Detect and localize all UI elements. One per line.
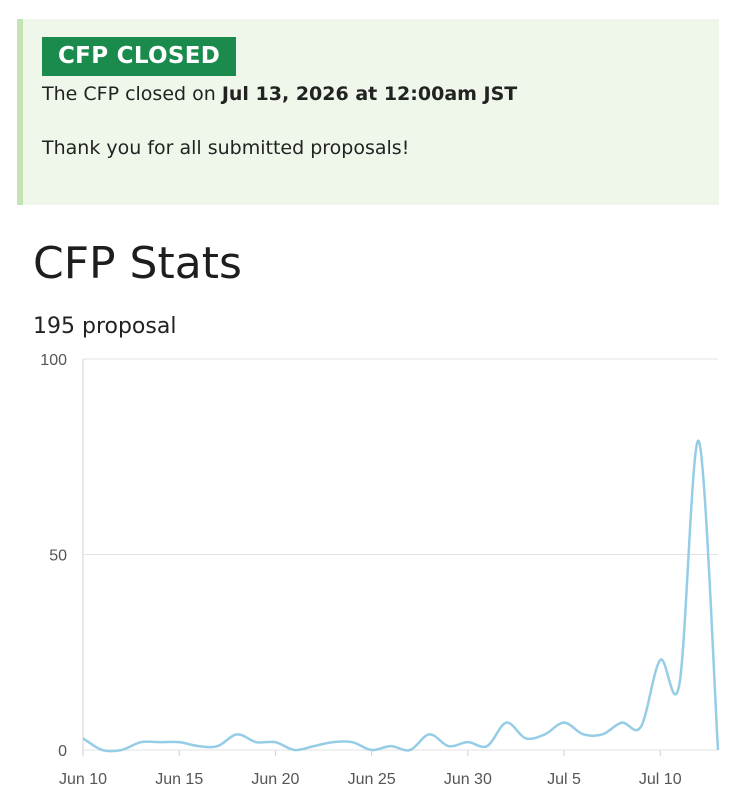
cfp-closed-date-line: The CFP closed on Jul 13, 2026 at 12:00a… <box>42 81 517 107</box>
y-tick-label: 0 <box>58 743 67 760</box>
closed-prefix: The CFP closed on <box>42 83 222 105</box>
x-tick-label: Jul 10 <box>639 771 682 788</box>
cfp-closed-badge: CFP CLOSED <box>42 37 237 76</box>
proposal-count: 195 proposal <box>33 314 177 339</box>
thanks-message: Thank you for all submitted proposals! <box>42 137 410 159</box>
cfp-closed-notice: CFP CLOSED The CFP closed on Jul 13, 202… <box>17 19 719 205</box>
x-tick-label: Jun 30 <box>444 771 492 788</box>
x-tick-label: Jun 25 <box>348 771 396 788</box>
y-tick-label: 50 <box>49 548 67 565</box>
x-tick-label: Jun 20 <box>251 771 299 788</box>
y-tick-label: 100 <box>40 352 67 369</box>
proposals-series-line <box>82 439 720 753</box>
x-tick-label: Jun 15 <box>155 771 203 788</box>
page-title: CFP Stats <box>33 238 242 289</box>
x-tick-label: Jul 5 <box>547 771 581 788</box>
closed-date: Jul 13, 2026 at 12:00am JST <box>221 83 518 105</box>
x-tick-label: Jun 10 <box>59 771 107 788</box>
proposals-line-chart: 0 50 100 Jun 10 Jun 15 Jun 20 Jun 25 Jun 30 Jul … <box>40 352 720 788</box>
